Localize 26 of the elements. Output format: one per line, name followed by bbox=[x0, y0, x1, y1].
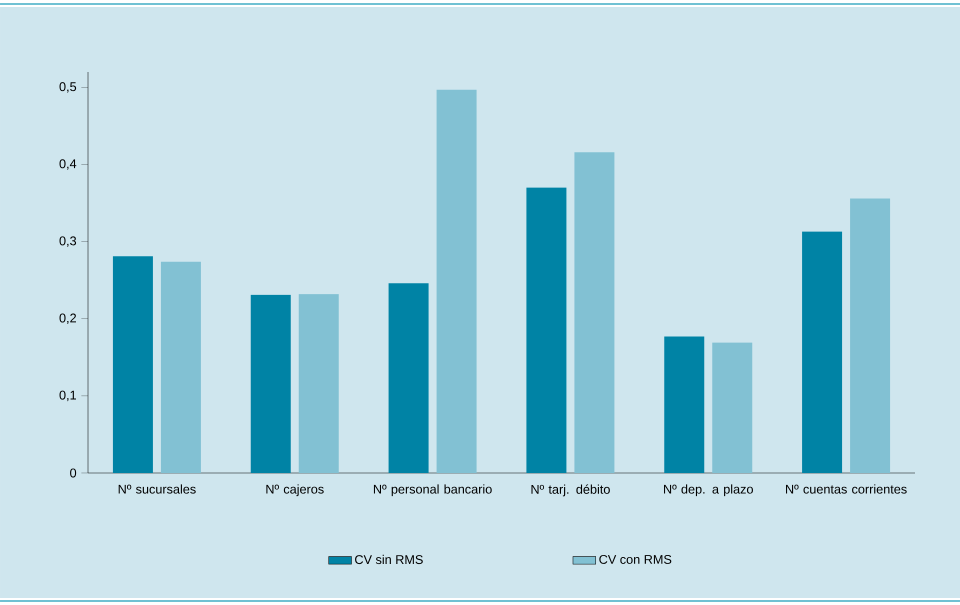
x-tick-label: Nº cajeros bbox=[266, 484, 324, 496]
bar bbox=[388, 283, 429, 473]
bar bbox=[526, 188, 566, 473]
bar bbox=[802, 232, 842, 473]
bar bbox=[160, 262, 201, 473]
y-tick-label: 0,4 bbox=[60, 159, 76, 170]
legend-label: CV sin RMS bbox=[355, 554, 423, 564]
bar bbox=[436, 90, 477, 473]
bar bbox=[250, 294, 291, 473]
bar bbox=[112, 256, 153, 473]
x-tick-label: Nº cuentas corrientes bbox=[786, 484, 907, 494]
bar bbox=[712, 342, 752, 473]
x-tick-label: Nº sucursales bbox=[118, 484, 196, 494]
y-tick-label: 0 bbox=[70, 468, 76, 478]
bar bbox=[850, 198, 890, 473]
legend-label: CV con RMS bbox=[599, 554, 672, 564]
x-tick-label: Nº dep. a plazo bbox=[664, 484, 753, 496]
bar bbox=[664, 336, 704, 473]
y-tick-label: 0,1 bbox=[60, 390, 76, 402]
y-tick-label: 0,5 bbox=[60, 82, 76, 93]
bar bbox=[574, 152, 614, 473]
x-tick-label: Nº personal bancario bbox=[374, 484, 492, 496]
y-tick-label: 0,2 bbox=[60, 314, 76, 324]
x-tick-label: Nº tarj. débito bbox=[531, 484, 610, 496]
bar bbox=[298, 294, 339, 473]
y-tick-label: 0,3 bbox=[60, 236, 76, 247]
